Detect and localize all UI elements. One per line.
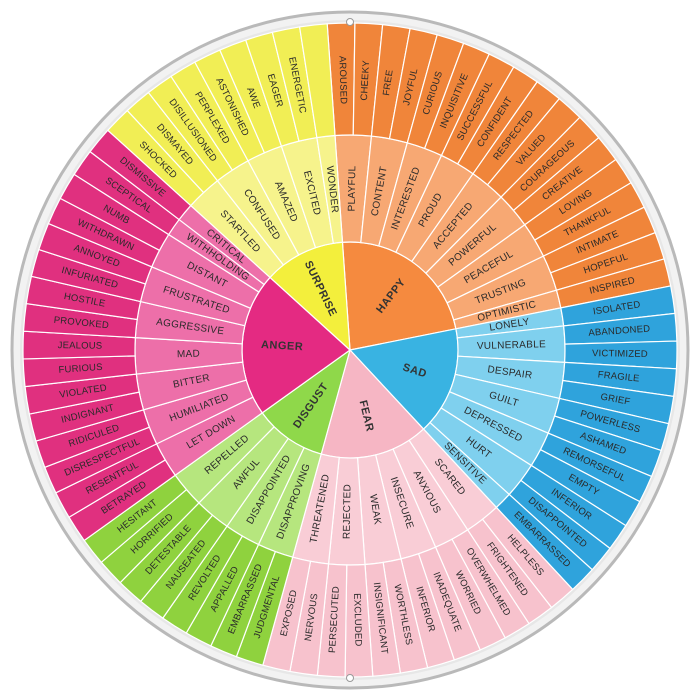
outer-segment-empty <box>298 23 336 139</box>
mount-hole-bottom <box>346 674 354 682</box>
outer-label-excluded: EXCLUDED <box>351 593 363 647</box>
middle-label-vulnerable: VULNERABLE <box>477 339 546 352</box>
outer-label-cheeky: CHEEKY <box>359 60 372 101</box>
middle-label-rejected: REJECTED <box>342 484 354 539</box>
middle-label-mad: MAD <box>177 349 200 361</box>
core-label-anger: ANGER <box>261 339 304 353</box>
outer-label-jealous: JEALOUS <box>58 340 103 352</box>
outer-label-furious: FURIOUS <box>58 362 103 376</box>
outer-label-fragile: FRAGILE <box>597 369 640 384</box>
wheel-segments <box>22 22 678 678</box>
middle-label-weak: WEAK <box>367 494 383 526</box>
middle-label-wonder: WONDER <box>324 165 340 213</box>
middle-label-playful: PLAYFUL <box>347 165 359 211</box>
mount-hole-top <box>346 18 354 26</box>
outer-label-victimized: VICTIMIZED <box>592 348 648 360</box>
outer-label-grief: GRIEF <box>600 391 632 407</box>
outer-label-free: FREE <box>381 69 396 96</box>
outer-label-abandoned: ABANDONED <box>588 324 651 339</box>
outer-label-persecuted: PERSECUTED <box>327 586 342 653</box>
outer-label-aroused: AROUSED <box>336 56 348 105</box>
